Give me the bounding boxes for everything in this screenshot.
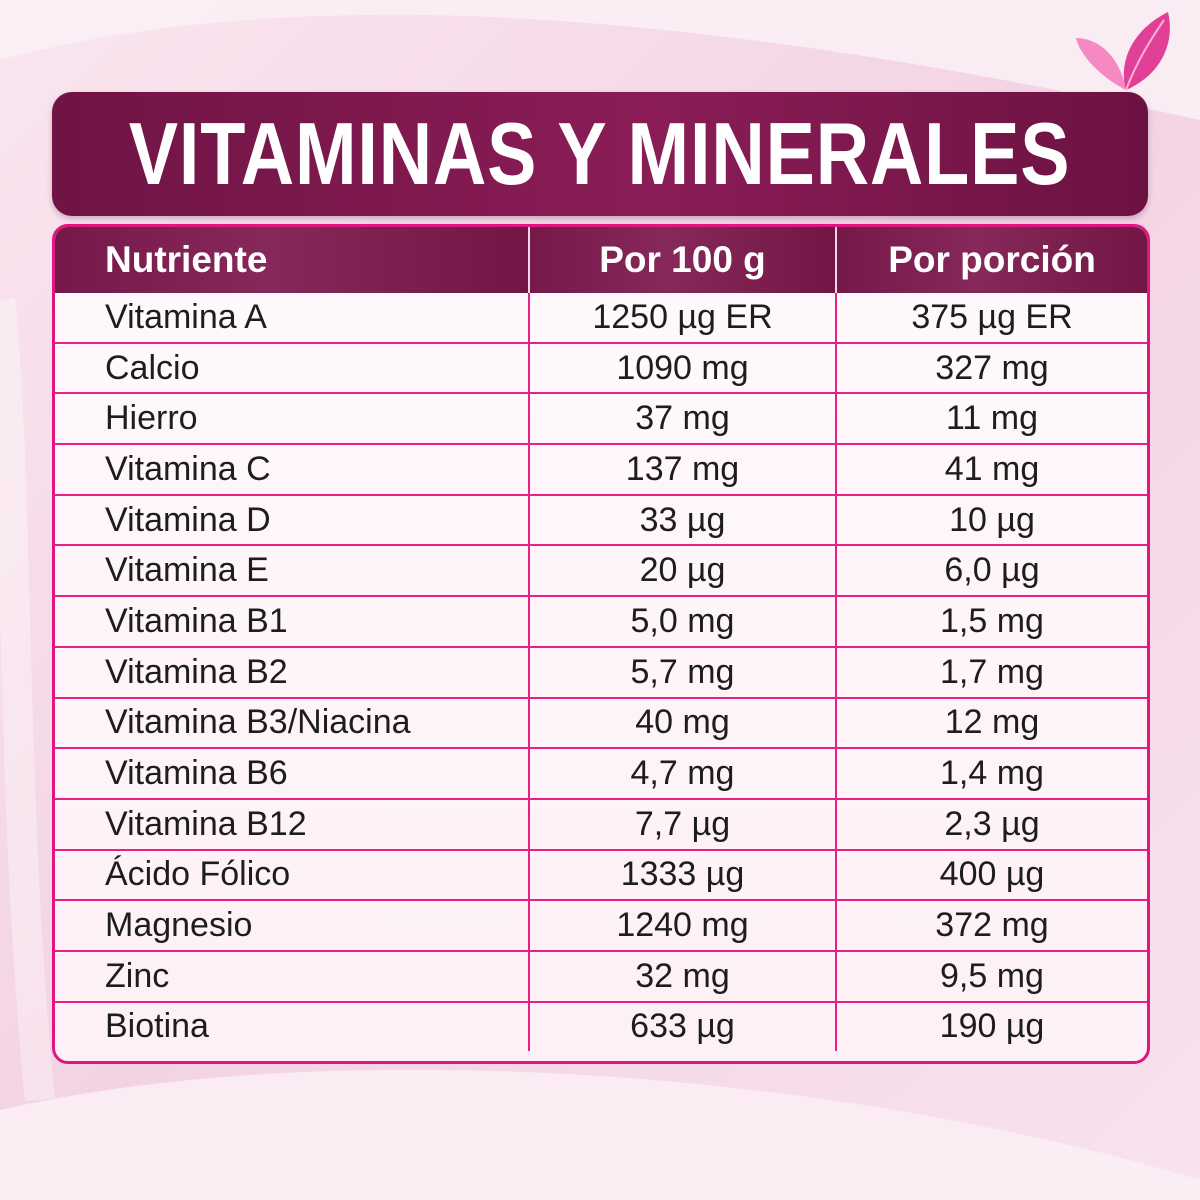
value-per-serving: 1,4 mg	[836, 747, 1147, 799]
nutrient-name: Vitamina B12	[55, 797, 530, 850]
table-row: Zinc 32 mg 9,5 mg	[55, 949, 1147, 1002]
nutrient-name: Hierro	[55, 392, 530, 445]
value-per-100g: 20 µg	[529, 544, 837, 597]
table-row: Vitamina D 33 µg 10 µg	[55, 493, 1147, 546]
value-per-serving: 6,0 µg	[836, 544, 1147, 597]
value-per-serving: 372 mg	[836, 899, 1147, 951]
value-per-100g: 4,7 mg	[529, 747, 837, 799]
value-per-serving: 375 µg ER	[911, 297, 1073, 336]
value-per-100g: 1250 µg ER	[529, 293, 837, 343]
value-per-serving: 1,7 mg	[836, 645, 1147, 698]
nutrition-table: Nutriente Por 100 g Por porción Vitamina…	[52, 224, 1150, 1064]
column-header-per-serving: Por porción	[836, 227, 1147, 293]
value-per-100g: 1333 µg	[529, 848, 837, 901]
nutrient-name: Vitamina E	[55, 544, 530, 597]
leaf-icon	[1076, 12, 1170, 91]
value-per-100g: 5,7 mg	[529, 645, 837, 698]
table-row: Biotina 633 µg 190 µg	[55, 1000, 1147, 1052]
value-per-100g: 37 mg	[529, 392, 837, 445]
nutrient-name: Vitamina B2	[55, 645, 530, 698]
nutrient-name: Vitamina B3/Niacina	[55, 696, 530, 749]
nutrient-name: Calcio	[55, 341, 530, 394]
value-per-serving: 41 mg	[836, 443, 1147, 495]
value-per-serving: 1,5 mg	[836, 595, 1147, 647]
value-per-serving: 190 µg	[836, 1000, 1147, 1052]
nutrient-name: Magnesio	[55, 899, 530, 951]
nutrient-name: Ácido Fólico	[55, 848, 530, 901]
page-title: VITAMINAS Y MINERALES	[129, 104, 1071, 203]
table-row: Vitamina B2 5,7 mg 1,7 mg	[55, 645, 1147, 698]
value-per-serving: 10 µg	[836, 493, 1147, 546]
table-body: Vitamina A 1250 µg ER 375 µg ER Calcio 1…	[55, 293, 1147, 1052]
title-banner: VITAMINAS Y MINERALES	[52, 92, 1148, 216]
value-per-100g: 1240 mg	[529, 899, 837, 951]
nutrient-name: Vitamina A	[55, 293, 530, 343]
nutrient-name: Biotina	[55, 1000, 530, 1052]
nutrition-table-grid: Nutriente Por 100 g Por porción Vitamina…	[55, 227, 1147, 1052]
table-row: Vitamina C 137 mg 41 mg	[55, 443, 1147, 495]
table-row: Vitamina B6 4,7 mg 1,4 mg	[55, 747, 1147, 799]
value-per-100g: 5,0 mg	[529, 595, 837, 647]
table-row: Vitamina B12 7,7 µg 2,3 µg	[55, 797, 1147, 850]
value-per-100g: 33 µg	[529, 493, 837, 546]
value-per-100g: 32 mg	[529, 949, 837, 1002]
table-row: Vitamina E 20 µg 6,0 µg	[55, 544, 1147, 597]
nutrient-name: Vitamina B1	[55, 595, 530, 647]
table-row: Magnesio 1240 mg 372 mg	[55, 899, 1147, 951]
value-per-serving: 327 mg	[836, 341, 1147, 394]
value-per-100g: 7,7 µg	[529, 797, 837, 850]
value-per-100g: 1090 mg	[529, 341, 837, 394]
table-row: Vitamina B1 5,0 mg 1,5 mg	[55, 595, 1147, 647]
value-per-100g: 40 mg	[529, 696, 837, 749]
column-header-per-100g: Por 100 g	[529, 227, 837, 293]
column-header-nutrient: Nutriente	[55, 227, 530, 293]
value-per-serving: 2,3 µg	[836, 797, 1147, 850]
nutrient-name: Vitamina C	[55, 443, 530, 495]
table-header: Nutriente Por 100 g Por porción	[55, 227, 1147, 293]
value-per-100g: 137 mg	[529, 443, 837, 495]
nutrient-name: Vitamina B6	[55, 747, 530, 799]
value-per-100g: 633 µg	[529, 1000, 837, 1052]
table-row: Calcio 1090 mg 327 mg	[55, 341, 1147, 394]
table-row: Vitamina A 1250 µg ER 375 µg ER	[55, 293, 1147, 343]
value-per-serving: 400 µg	[836, 848, 1147, 901]
value-per-serving: 11 mg	[836, 392, 1147, 445]
table-header-row: Nutriente Por 100 g Por porción	[55, 227, 1147, 293]
table-row: Hierro 37 mg 11 mg	[55, 392, 1147, 445]
table-row: Ácido Fólico 1333 µg 400 µg	[55, 848, 1147, 901]
nutrient-name: Zinc	[55, 949, 530, 1002]
table-row: Vitamina B3/Niacina 40 mg 12 mg	[55, 696, 1147, 749]
value-per-serving: 9,5 mg	[836, 949, 1147, 1002]
nutrient-name: Vitamina D	[55, 493, 530, 546]
value-per-serving: 12 mg	[836, 696, 1147, 749]
